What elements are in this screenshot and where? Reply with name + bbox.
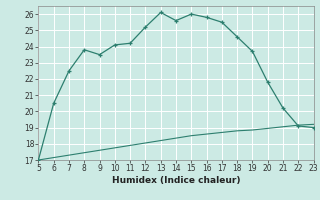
X-axis label: Humidex (Indice chaleur): Humidex (Indice chaleur): [112, 176, 240, 185]
